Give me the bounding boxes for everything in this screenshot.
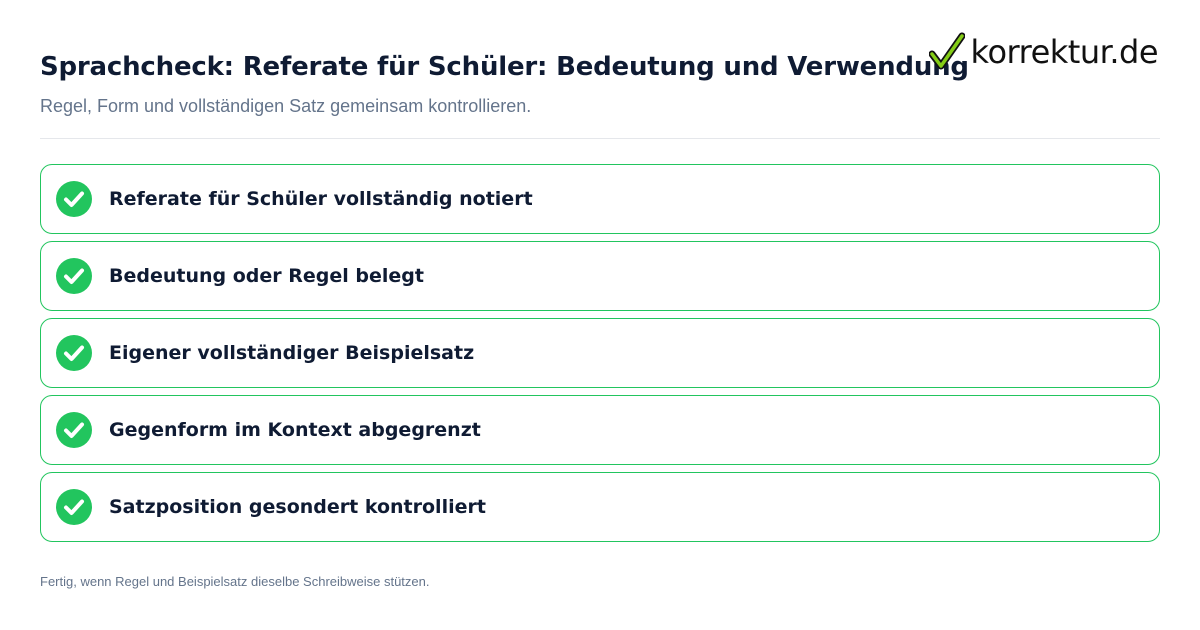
checklist-item: Satzposition gesondert kontrolliert [40,472,1160,542]
checkmark-icon [928,32,965,70]
check-circle-icon [56,335,92,371]
checklist-item: Referate für Schüler vollständig notiert [40,164,1160,234]
logo-text: korrektur.de [970,33,1159,71]
checklist-item-label: Bedeutung oder Regel belegt [109,265,424,287]
checklist: Referate für Schüler vollständig notiert… [40,164,1160,549]
checklist-item-label: Referate für Schüler vollständig notiert [109,188,533,210]
divider [40,138,1160,139]
check-circle-icon [56,489,92,525]
checklist-item-label: Gegenform im Kontext abgegrenzt [109,419,481,441]
checklist-item: Gegenform im Kontext abgegrenzt [40,395,1160,465]
header: Sprachcheck: Referate für Schüler: Bedeu… [40,48,969,118]
page-title: Sprachcheck: Referate für Schüler: Bedeu… [40,52,969,82]
check-circle-icon [56,258,92,294]
checklist-item: Bedeutung oder Regel belegt [40,241,1160,311]
checklist-item: Eigener vollständiger Beispielsatz [40,318,1160,388]
checklist-item-label: Eigener vollständiger Beispielsatz [109,342,475,364]
check-circle-icon [56,181,92,217]
footer-note: Fertig, wenn Regel und Beispielsatz dies… [40,574,430,589]
logo[interactable]: korrektur.de [928,32,1159,72]
page-subtitle: Regel, Form und vollständigen Satz gemei… [40,96,532,116]
check-circle-icon [56,412,92,448]
checklist-item-label: Satzposition gesondert kontrolliert [109,496,486,518]
